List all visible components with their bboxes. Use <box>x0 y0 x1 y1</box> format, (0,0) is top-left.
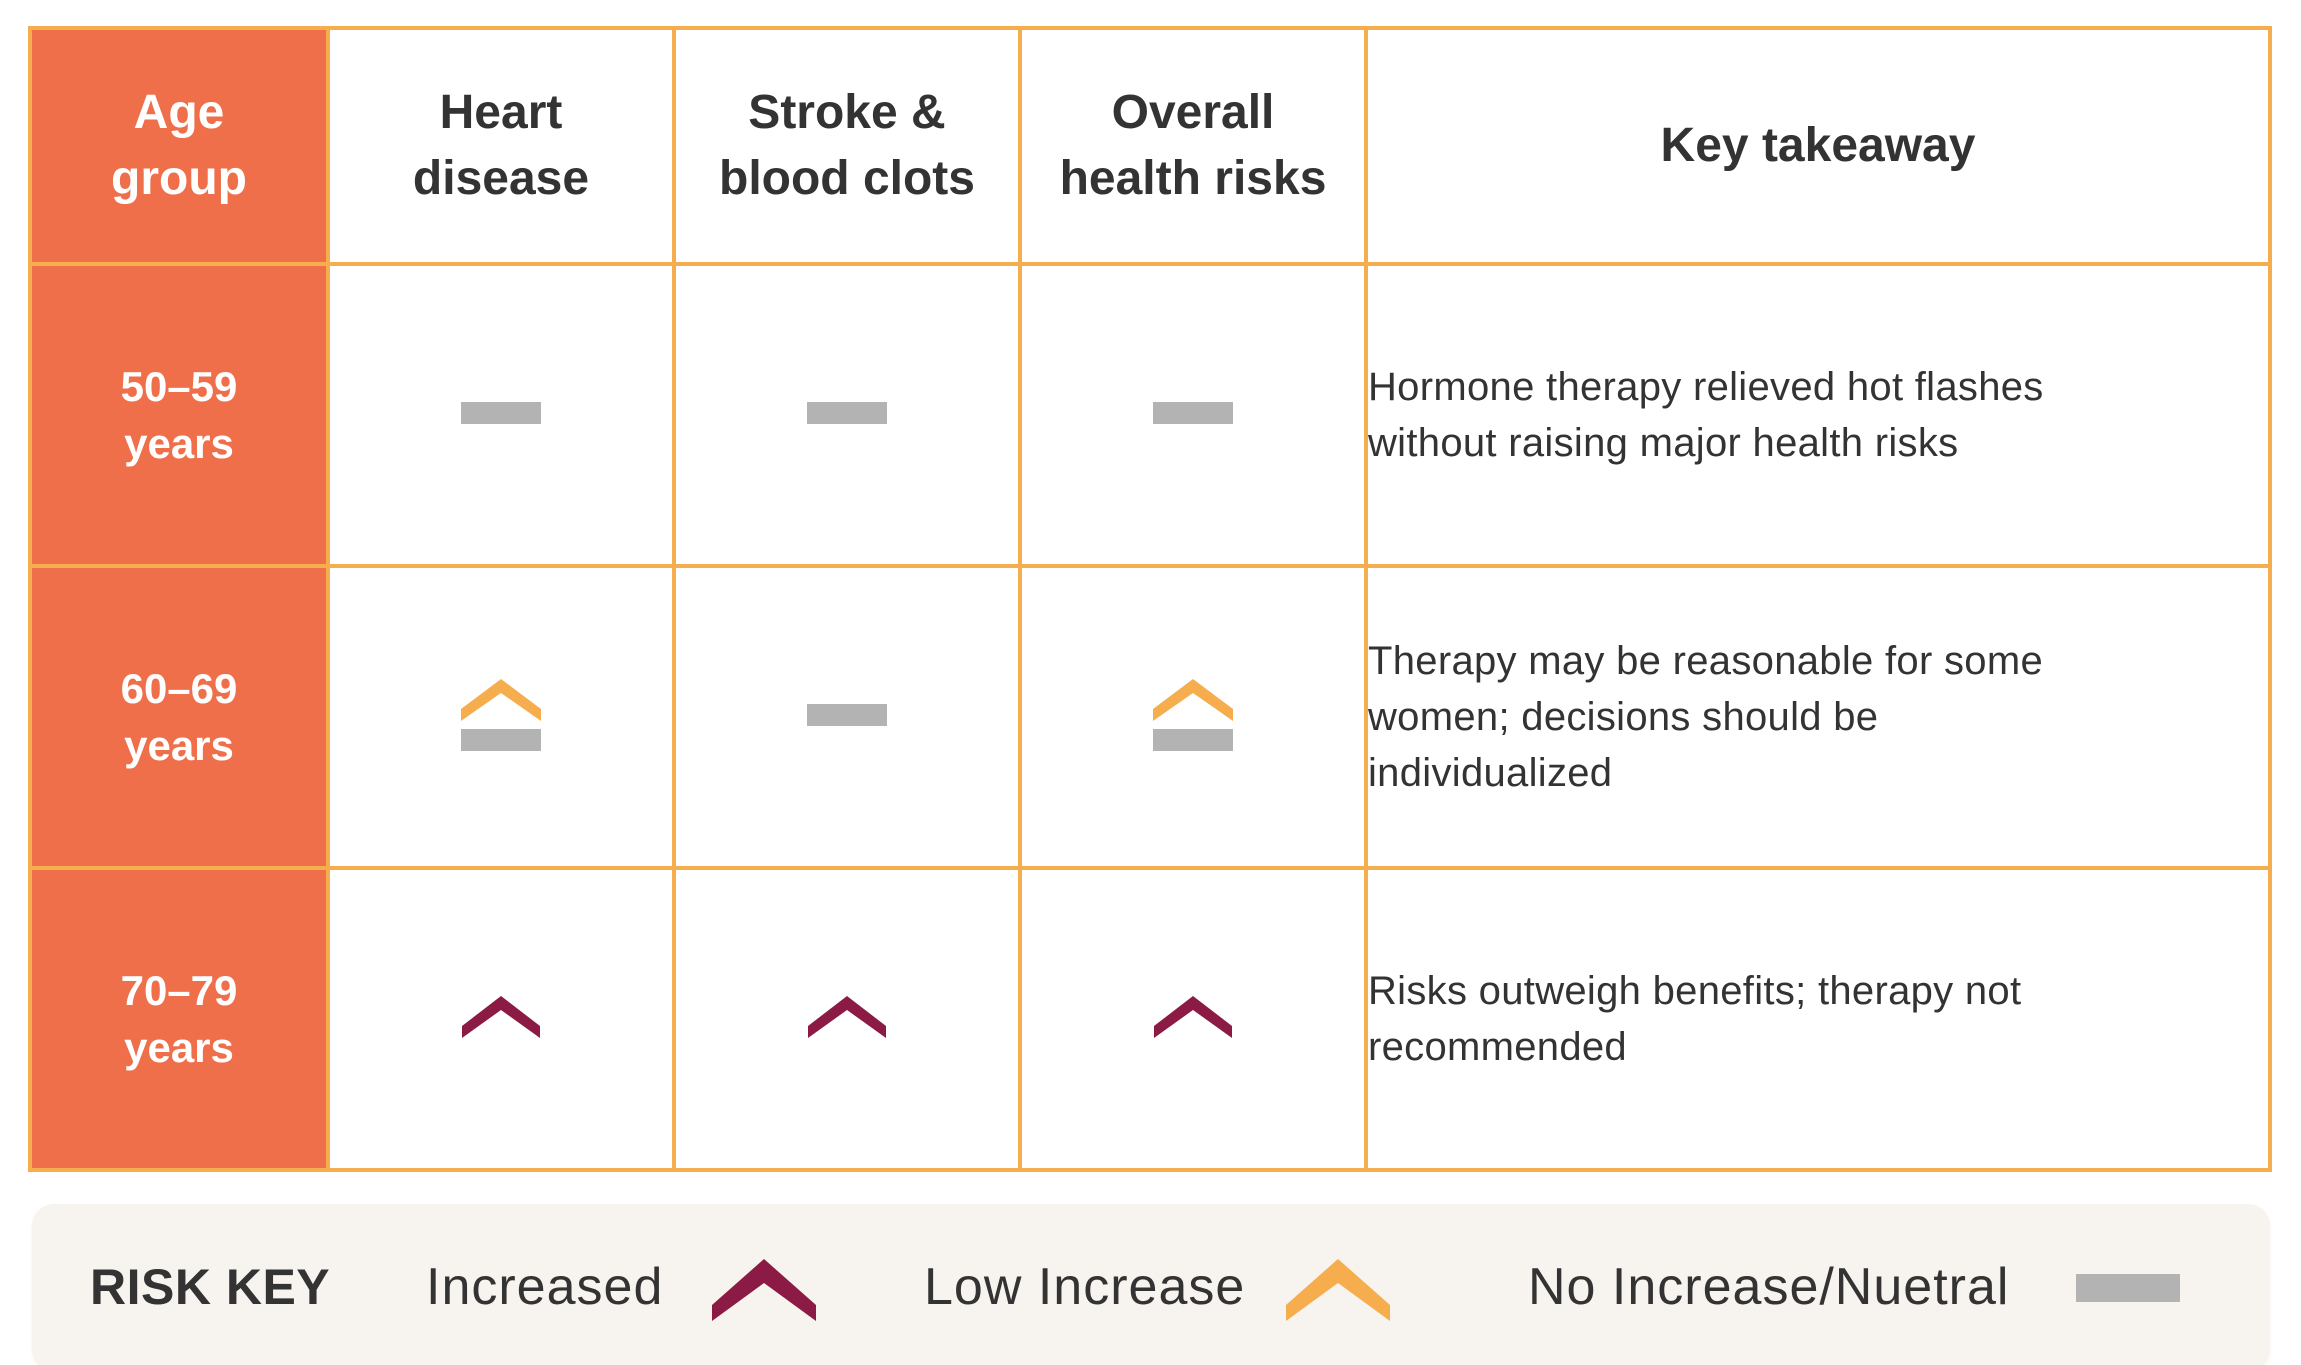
header-line: blood clots <box>719 152 975 205</box>
heart-risk-cell <box>326 564 676 870</box>
low-increase-icon <box>1286 1259 1390 1326</box>
no-increase-icon <box>2076 1274 2180 1307</box>
takeaway-line: recommended <box>1368 1025 1627 1069</box>
takeaway-line: Risks outweigh benefits; therapy not <box>1368 969 2022 1013</box>
heart-disease-header: Heart disease <box>326 26 676 266</box>
header-line: disease <box>412 152 590 205</box>
takeaway-cell: Therapy may be reasonable for some women… <box>1364 564 2272 870</box>
age-range: 70–79 <box>120 967 238 1014</box>
stroke-risk-cell <box>672 262 1022 568</box>
stroke-header: Stroke & blood clots <box>672 26 1022 266</box>
legend-no-increase-label: No Increase/Nuetral <box>1528 1258 2010 1316</box>
table-row: 60–69 years Therapy may be reasonable fo… <box>28 564 2272 870</box>
overall-risk-cell <box>1018 564 1368 870</box>
age-range: 60–69 <box>120 665 238 712</box>
age-group-cell: 50–59 years <box>28 262 330 568</box>
no-increase-icon <box>807 401 887 424</box>
header-line: health risks <box>1059 152 1327 205</box>
risk-key-legend: RISK KEY Increased Low Increase No Incre… <box>32 1204 2270 1365</box>
header-line: group <box>111 152 247 205</box>
risk-table: Age group Heart disease Stroke & blood c… <box>28 26 2272 1172</box>
increased-icon <box>808 995 886 1038</box>
legend-low-increase-label: Low Increase <box>924 1258 1246 1316</box>
legend-title: RISK KEY <box>90 1259 331 1315</box>
header-line: Heart <box>439 86 563 139</box>
legend-increased-label: Increased <box>426 1258 664 1316</box>
key-takeaway-header: Key takeaway <box>1364 26 2272 266</box>
increased-icon <box>1154 995 1232 1038</box>
age-unit: years <box>124 420 234 467</box>
stroke-risk-cell <box>672 866 1022 1172</box>
takeaway-cell: Hormone therapy relieved hot flashes wit… <box>1364 262 2272 568</box>
table-row: 50–59 years Hormone therapy relieved hot… <box>28 262 2272 568</box>
no-increase-icon <box>461 401 541 424</box>
increased-icon <box>712 1259 816 1326</box>
age-group-cell: 70–79 years <box>28 866 330 1172</box>
heart-risk-cell <box>326 866 676 1172</box>
age-group-header: Age group <box>28 26 330 266</box>
overall-risk-cell <box>1018 866 1368 1172</box>
no-increase-icon <box>1153 401 1233 424</box>
heart-risk-cell <box>326 262 676 568</box>
takeaway-cell: Risks outweigh benefits; therapy not rec… <box>1364 866 2272 1172</box>
increased-icon <box>462 995 540 1038</box>
header-line: Stroke & <box>748 86 946 139</box>
header-row: Age group Heart disease Stroke & blood c… <box>28 26 2272 266</box>
table-row: 70–79 years Risks outweigh benefits; the… <box>28 866 2272 1172</box>
age-unit: years <box>124 1024 234 1071</box>
overall-risk-header: Overall health risks <box>1018 26 1368 266</box>
takeaway-line: Hormone therapy relieved hot flashes <box>1368 365 2044 409</box>
takeaway-line: without raising major health risks <box>1368 421 1959 465</box>
header-line: Key takeaway <box>1660 119 1976 172</box>
stroke-risk-cell <box>672 564 1022 870</box>
takeaway-line: women; decisions should be <box>1368 695 1879 739</box>
age-unit: years <box>124 722 234 769</box>
age-group-cell: 60–69 years <box>28 564 330 870</box>
takeaway-line: Therapy may be reasonable for some <box>1368 639 2043 683</box>
header-line: Overall <box>1111 86 1275 139</box>
no-increase-icon <box>807 703 887 726</box>
takeaway-line: individualized <box>1368 751 1613 795</box>
header-line: Age <box>133 86 225 139</box>
age-range: 50–59 <box>120 363 238 410</box>
low-increase-icon <box>461 678 541 751</box>
low-increase-icon <box>1153 678 1233 751</box>
overall-risk-cell <box>1018 262 1368 568</box>
